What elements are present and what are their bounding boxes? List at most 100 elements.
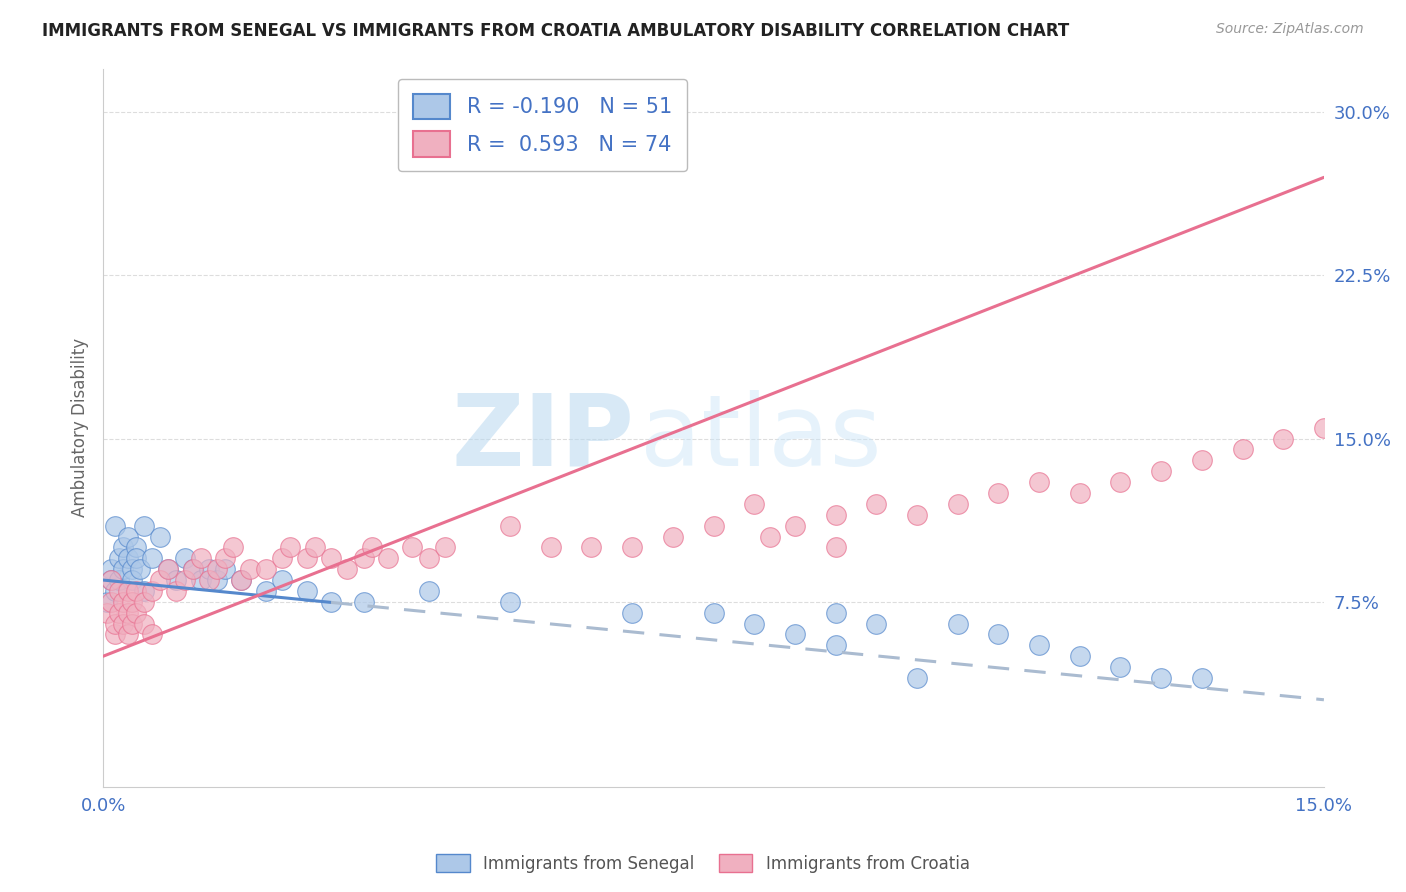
Point [418, 551, 440, 566]
Point [1109, 660, 1132, 674]
Y-axis label: Ambulatory Disability: Ambulatory Disability [72, 338, 89, 517]
Point [1313, 420, 1336, 434]
Point [905, 671, 928, 685]
Point [360, 541, 382, 555]
Point [205, 562, 228, 576]
Point [121, 595, 143, 609]
Point [759, 529, 782, 543]
Point [540, 541, 562, 555]
Point [353, 551, 375, 566]
Point [254, 583, 277, 598]
Point [96, 606, 118, 620]
Point [117, 627, 139, 641]
Point [149, 529, 172, 543]
Point [905, 508, 928, 522]
Point [824, 508, 846, 522]
Point [987, 486, 1010, 500]
Point [621, 541, 644, 555]
Point [165, 583, 187, 598]
Point [125, 551, 148, 566]
Point [783, 627, 806, 641]
Point [165, 573, 187, 587]
Point [100, 562, 122, 576]
Point [433, 541, 456, 555]
Point [1028, 638, 1050, 652]
Point [108, 573, 131, 587]
Point [104, 583, 127, 598]
Point [1069, 649, 1091, 664]
Point [1354, 409, 1376, 424]
Point [108, 583, 131, 598]
Point [149, 573, 172, 587]
Point [1109, 475, 1132, 489]
Point [104, 627, 127, 641]
Point [1393, 399, 1406, 413]
Point [946, 616, 969, 631]
Point [1272, 432, 1295, 446]
Point [401, 541, 423, 555]
Point [304, 541, 326, 555]
Point [271, 573, 294, 587]
Point [112, 562, 135, 576]
Point [1028, 475, 1050, 489]
Point [132, 616, 155, 631]
Point [117, 606, 139, 620]
Point [112, 616, 135, 631]
Point [581, 541, 603, 555]
Point [128, 562, 150, 576]
Point [157, 562, 180, 576]
Point [132, 518, 155, 533]
Point [742, 497, 765, 511]
Point [205, 573, 228, 587]
Point [824, 606, 846, 620]
Point [987, 627, 1010, 641]
Point [198, 573, 221, 587]
Point [125, 583, 148, 598]
Point [1150, 464, 1173, 478]
Point [499, 595, 522, 609]
Point [214, 562, 236, 576]
Point [117, 583, 139, 598]
Point [141, 627, 163, 641]
Point [336, 562, 359, 576]
Legend: Immigrants from Senegal, Immigrants from Croatia: Immigrants from Senegal, Immigrants from… [430, 847, 976, 880]
Point [100, 573, 122, 587]
Point [104, 518, 127, 533]
Point [112, 541, 135, 555]
Point [157, 562, 180, 576]
Point [190, 573, 212, 587]
Point [946, 497, 969, 511]
Point [239, 562, 262, 576]
Point [222, 541, 245, 555]
Point [353, 595, 375, 609]
Point [418, 583, 440, 598]
Point [181, 562, 204, 576]
Point [1191, 453, 1213, 467]
Point [662, 529, 685, 543]
Text: Source: ZipAtlas.com: Source: ZipAtlas.com [1216, 22, 1364, 37]
Text: IMMIGRANTS FROM SENEGAL VS IMMIGRANTS FROM CROATIA AMBULATORY DISABILITY CORRELA: IMMIGRANTS FROM SENEGAL VS IMMIGRANTS FR… [42, 22, 1070, 40]
Point [271, 551, 294, 566]
Point [499, 518, 522, 533]
Point [104, 616, 127, 631]
Point [865, 497, 887, 511]
Point [100, 573, 122, 587]
Text: atlas: atlas [640, 390, 882, 487]
Point [108, 606, 131, 620]
Point [231, 573, 253, 587]
Point [824, 638, 846, 652]
Point [295, 583, 318, 598]
Point [1191, 671, 1213, 685]
Point [824, 541, 846, 555]
Point [1232, 442, 1254, 457]
Point [278, 541, 301, 555]
Point [121, 616, 143, 631]
Point [319, 551, 342, 566]
Point [121, 573, 143, 587]
Point [1150, 671, 1173, 685]
Legend: R = -0.190   N = 51, R =  0.593   N = 74: R = -0.190 N = 51, R = 0.593 N = 74 [398, 78, 688, 171]
Point [214, 551, 236, 566]
Point [125, 606, 148, 620]
Point [173, 551, 195, 566]
Point [173, 573, 195, 587]
